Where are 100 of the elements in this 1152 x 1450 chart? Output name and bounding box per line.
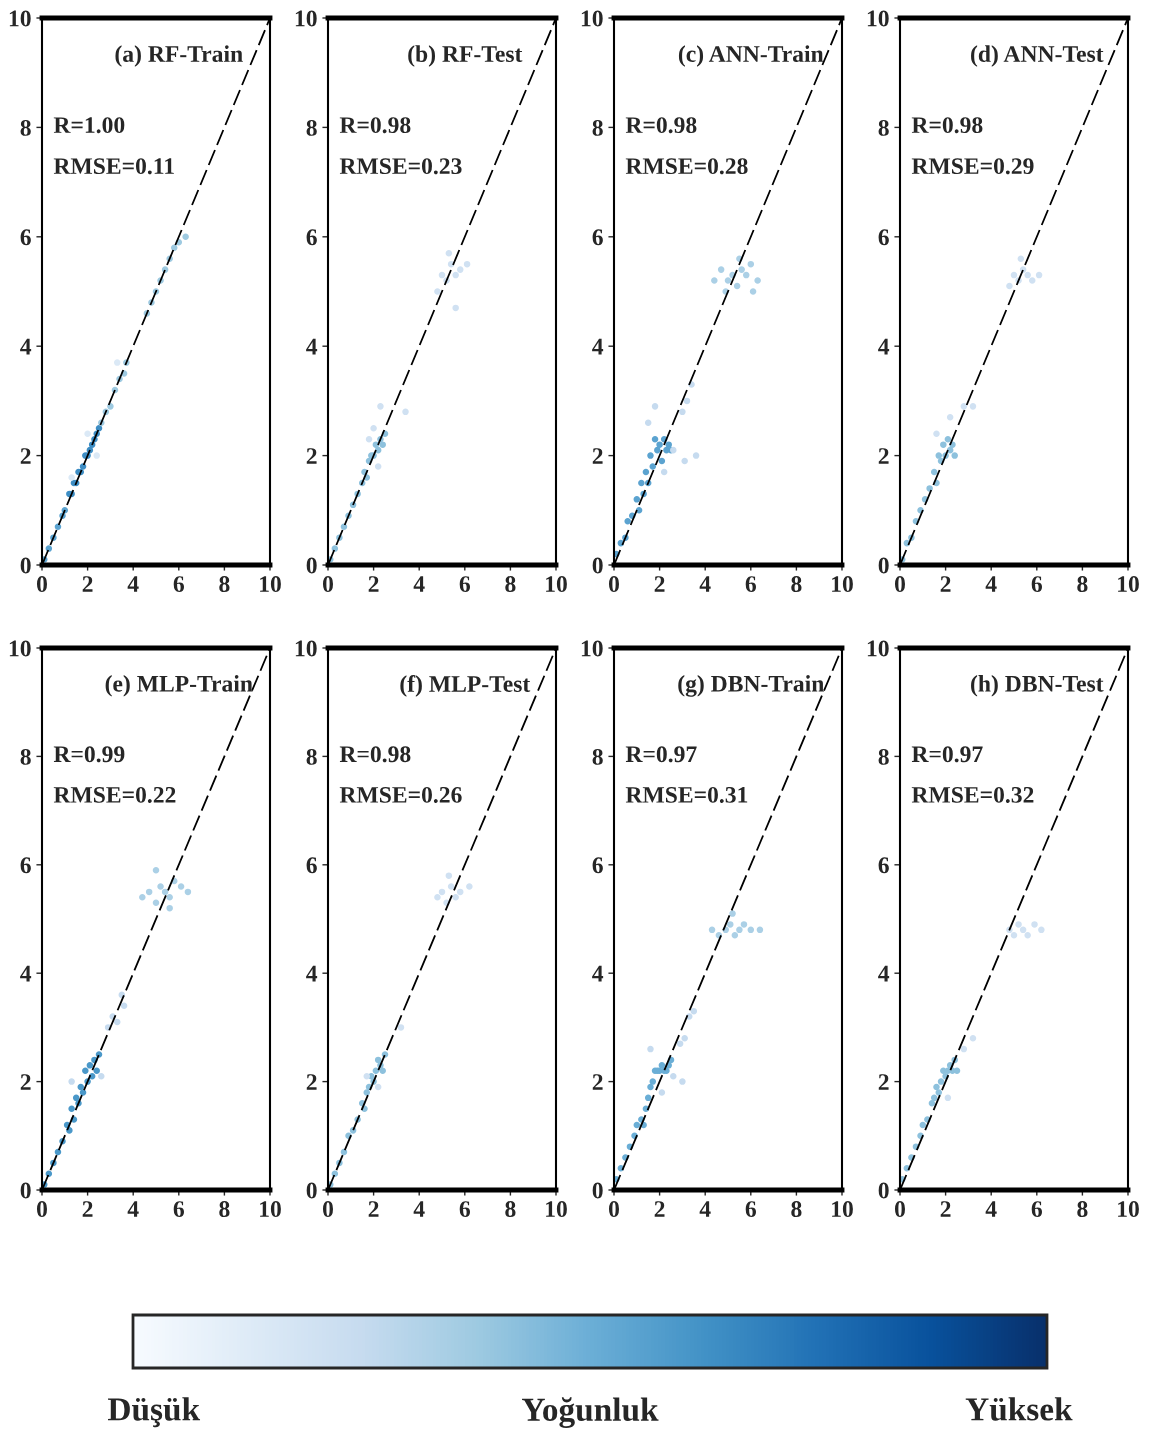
- annotation: RMSE=0.29: [911, 158, 1034, 175]
- y-tick-label: 6: [20, 857, 31, 874]
- x-tick-label: 10: [1118, 1201, 1139, 1218]
- y-tick-label: 10: [581, 640, 603, 657]
- annotation: RMSE=0.31: [625, 786, 748, 803]
- y-tick-label: 2: [592, 1074, 603, 1090]
- y-tick-label: 10: [9, 640, 31, 657]
- y-tick-label: 6: [878, 857, 889, 874]
- x-tick-label: 10: [260, 576, 281, 593]
- y-tick-label: 4: [878, 338, 890, 355]
- x-tick-label: 2: [654, 1201, 665, 1217]
- x-tick-label: 0: [323, 1201, 333, 1218]
- x-tick-label: 6: [173, 576, 185, 593]
- y-tick-label: 6: [592, 229, 603, 246]
- y-tick-label: 0: [592, 1182, 603, 1199]
- x-tick-label: 0: [895, 1201, 905, 1218]
- x-tick-label: 6: [1031, 576, 1043, 593]
- y-tick-label: 8: [306, 748, 317, 765]
- x-tick-label: 6: [459, 576, 471, 593]
- x-tick-label: 2: [940, 576, 951, 592]
- y-tick-label: 2: [878, 1074, 889, 1090]
- y-tick-label: 10: [581, 10, 603, 27]
- y-tick-label: 0: [306, 557, 317, 574]
- annotation: R=0.98: [911, 117, 983, 134]
- y-tick-label: 4: [592, 338, 604, 355]
- x-tick-label: 0: [895, 576, 905, 593]
- annotation: R=0.99: [53, 746, 125, 763]
- x-tick-label: 8: [219, 576, 230, 593]
- x-tick-label: 4: [413, 1201, 425, 1217]
- x-tick-label: 0: [609, 1201, 619, 1218]
- y-tick-label: 4: [878, 965, 890, 982]
- x-tick-label: 10: [260, 1201, 281, 1218]
- y-tick-label: 0: [878, 557, 889, 574]
- x-tick-label: 10: [832, 1201, 853, 1218]
- text: (c) ANN-Train: [678, 45, 824, 67]
- x-tick-label: 2: [940, 1201, 951, 1217]
- text: (f) MLP-Test: [400, 675, 531, 697]
- y-tick-label: 0: [20, 1182, 31, 1199]
- annotation: R=0.97: [625, 746, 697, 763]
- x-tick-label: 6: [1031, 1201, 1043, 1218]
- x-tick-label: 4: [699, 576, 711, 592]
- y-tick-label: 2: [592, 448, 603, 464]
- annotation: RMSE=0.28: [625, 158, 748, 175]
- x-tick-label: 4: [985, 1201, 997, 1217]
- y-tick-label: 10: [9, 10, 31, 27]
- x-tick-label: 6: [173, 1201, 185, 1218]
- x-tick-label: 10: [546, 576, 567, 593]
- x-tick-label: 8: [1077, 1201, 1088, 1218]
- x-tick-label: 8: [791, 576, 802, 593]
- x-tick-label: 8: [219, 1201, 230, 1218]
- x-tick-label: 4: [413, 576, 425, 592]
- y-tick-label: 0: [20, 557, 31, 574]
- annotation: RMSE=0.22: [53, 786, 176, 803]
- text: (b) RF-Test: [408, 45, 523, 67]
- x-tick-label: 8: [505, 1201, 516, 1218]
- annotation: R=0.98: [339, 746, 411, 763]
- y-tick-label: 8: [592, 119, 603, 136]
- y-tick-label: 4: [306, 338, 318, 355]
- x-tick-label: 4: [985, 576, 997, 592]
- annotation: RMSE=0.32: [911, 786, 1034, 803]
- x-tick-label: 2: [368, 576, 379, 592]
- x-tick-label: 4: [127, 576, 139, 592]
- x-tick-label: 8: [1077, 576, 1088, 593]
- y-tick-label: 8: [592, 748, 603, 765]
- text: (a) RF-Train: [115, 45, 243, 67]
- y-tick-label: 6: [306, 229, 317, 246]
- x-tick-label: 2: [654, 576, 665, 592]
- y-tick-label: 10: [295, 10, 317, 27]
- x-tick-label: 10: [1118, 576, 1139, 593]
- y-tick-label: 6: [306, 857, 317, 874]
- y-tick-label: 4: [20, 338, 32, 355]
- x-tick-label: 2: [82, 1201, 93, 1217]
- y-tick-label: 2: [20, 448, 31, 464]
- annotation: R=0.98: [625, 117, 697, 134]
- x-tick-label: 0: [323, 576, 333, 593]
- x-tick-label: 8: [791, 1201, 802, 1218]
- x-tick-label: 0: [609, 576, 619, 593]
- annotation: RMSE=0.23: [339, 158, 462, 175]
- text: (e) MLP-Train: [105, 675, 253, 697]
- y-tick-label: 6: [592, 857, 603, 874]
- y-tick-label: 2: [306, 1074, 317, 1090]
- x-tick-label: 4: [127, 1201, 139, 1217]
- x-tick-label: 6: [745, 1201, 757, 1218]
- y-tick-label: 6: [878, 229, 889, 246]
- y-tick-label: 8: [878, 748, 889, 765]
- x-tick-label: 10: [546, 1201, 567, 1218]
- y-tick-label: 0: [878, 1182, 889, 1199]
- x-tick-label: 8: [505, 576, 516, 593]
- y-tick-label: 4: [20, 965, 32, 982]
- annotation: RMSE=0.26: [339, 786, 462, 803]
- x-tick-label: 10: [832, 576, 853, 593]
- y-tick-label: 0: [592, 557, 603, 574]
- x-tick-label: 0: [37, 1201, 47, 1218]
- x-tick-label: 6: [459, 1201, 471, 1218]
- y-tick-label: 10: [867, 10, 889, 27]
- annotation: R=1.00: [53, 117, 125, 134]
- y-tick-label: 8: [20, 119, 31, 136]
- y-tick-label: 0: [306, 1182, 317, 1199]
- y-tick-label: 2: [20, 1074, 31, 1090]
- y-tick-label: 10: [867, 640, 889, 657]
